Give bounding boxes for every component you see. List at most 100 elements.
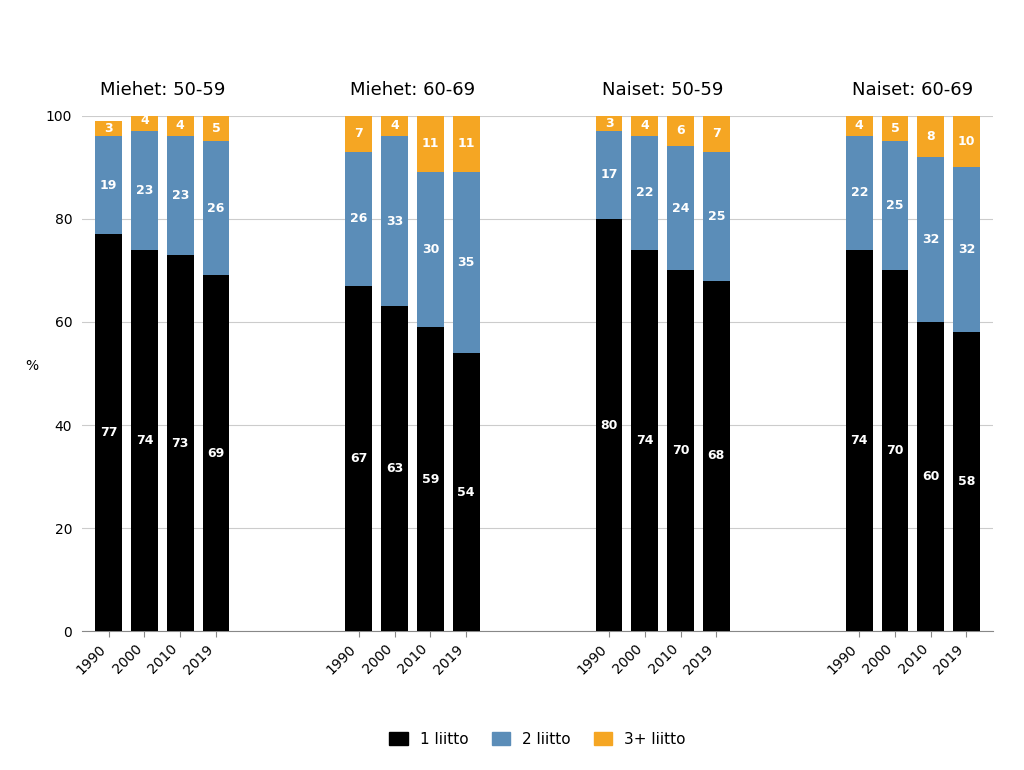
Text: 67: 67 <box>350 452 368 465</box>
Text: 54: 54 <box>458 486 475 499</box>
Bar <box>345 116 373 152</box>
Bar <box>596 219 623 631</box>
Bar <box>846 136 872 249</box>
Bar <box>95 234 122 631</box>
Text: 4: 4 <box>176 119 184 132</box>
Text: 17: 17 <box>600 169 617 181</box>
Text: 25: 25 <box>708 209 725 223</box>
Bar <box>131 249 158 631</box>
Text: 30: 30 <box>422 243 439 256</box>
Text: Naiset: 60-69: Naiset: 60-69 <box>852 81 974 99</box>
Bar <box>203 142 229 276</box>
Bar <box>167 255 194 631</box>
Bar <box>632 116 658 136</box>
Text: 77: 77 <box>100 427 118 439</box>
Bar <box>632 136 658 249</box>
Text: 5: 5 <box>891 122 899 135</box>
Bar <box>596 116 623 131</box>
Bar <box>131 131 158 249</box>
Bar <box>345 152 373 286</box>
Text: 80: 80 <box>600 419 617 431</box>
Bar <box>596 131 623 219</box>
Text: Naiset: 50-59: Naiset: 50-59 <box>602 81 723 99</box>
Bar <box>702 116 730 152</box>
Bar <box>417 327 443 631</box>
Text: 74: 74 <box>851 434 868 447</box>
Bar <box>918 157 944 322</box>
Text: 19: 19 <box>100 179 118 192</box>
Bar <box>453 353 479 631</box>
Text: 32: 32 <box>957 243 975 256</box>
Text: 63: 63 <box>386 463 403 475</box>
Text: 35: 35 <box>458 256 475 269</box>
Text: 4: 4 <box>640 119 649 132</box>
Text: 3: 3 <box>605 117 613 129</box>
Text: 8: 8 <box>927 129 935 142</box>
Bar <box>381 306 408 631</box>
Text: 5: 5 <box>212 122 220 135</box>
Bar <box>345 286 373 631</box>
Bar <box>953 116 980 167</box>
Text: 25: 25 <box>886 199 904 213</box>
Text: 4: 4 <box>855 119 863 132</box>
Bar <box>953 167 980 332</box>
Text: 32: 32 <box>922 233 939 246</box>
Bar <box>918 322 944 631</box>
Text: 11: 11 <box>458 137 475 150</box>
Text: 60: 60 <box>922 470 939 483</box>
Bar <box>846 116 872 136</box>
Bar <box>453 172 479 353</box>
Bar <box>668 116 694 146</box>
Bar <box>167 136 194 255</box>
Bar <box>203 116 229 142</box>
Text: 68: 68 <box>708 450 725 463</box>
Bar <box>95 121 122 136</box>
Text: 26: 26 <box>350 213 368 225</box>
Text: 7: 7 <box>354 127 364 140</box>
Text: Miehet: 60-69: Miehet: 60-69 <box>350 81 475 99</box>
Bar <box>381 136 408 306</box>
Text: 4: 4 <box>390 119 399 132</box>
Bar <box>702 152 730 280</box>
Bar <box>381 116 408 136</box>
Text: 70: 70 <box>672 444 689 457</box>
Bar <box>882 270 908 631</box>
Bar <box>167 116 194 136</box>
Bar <box>702 280 730 631</box>
Text: 10: 10 <box>957 135 975 148</box>
Bar <box>417 172 443 327</box>
Text: 7: 7 <box>712 127 721 140</box>
Text: 11: 11 <box>422 137 439 150</box>
Text: 22: 22 <box>851 186 868 199</box>
Text: 23: 23 <box>136 184 154 197</box>
Bar <box>453 116 479 172</box>
Bar <box>953 332 980 631</box>
Bar <box>668 270 694 631</box>
Bar <box>882 116 908 142</box>
Bar <box>846 249 872 631</box>
Bar <box>131 110 158 131</box>
Text: 6: 6 <box>676 125 685 138</box>
Text: Miehet: 50-59: Miehet: 50-59 <box>99 81 225 99</box>
Text: 74: 74 <box>136 434 154 447</box>
Bar <box>417 116 443 172</box>
Text: 23: 23 <box>171 189 188 202</box>
Text: 4: 4 <box>140 114 148 127</box>
Text: 74: 74 <box>636 434 653 447</box>
Bar <box>632 249 658 631</box>
Text: 73: 73 <box>171 437 188 450</box>
Text: 33: 33 <box>386 215 403 228</box>
Bar <box>882 142 908 270</box>
Text: 59: 59 <box>422 473 439 486</box>
Text: 69: 69 <box>207 447 224 460</box>
Bar <box>918 116 944 157</box>
Text: 24: 24 <box>672 202 689 215</box>
Y-axis label: %: % <box>26 360 39 373</box>
Bar <box>668 146 694 270</box>
Text: 26: 26 <box>207 202 224 215</box>
Text: 3: 3 <box>104 122 113 135</box>
Text: 70: 70 <box>886 444 904 457</box>
Text: 58: 58 <box>957 475 975 488</box>
Legend: 1 liitto, 2 liitto, 3+ liitto: 1 liitto, 2 liitto, 3+ liitto <box>383 725 692 753</box>
Text: 22: 22 <box>636 186 653 199</box>
